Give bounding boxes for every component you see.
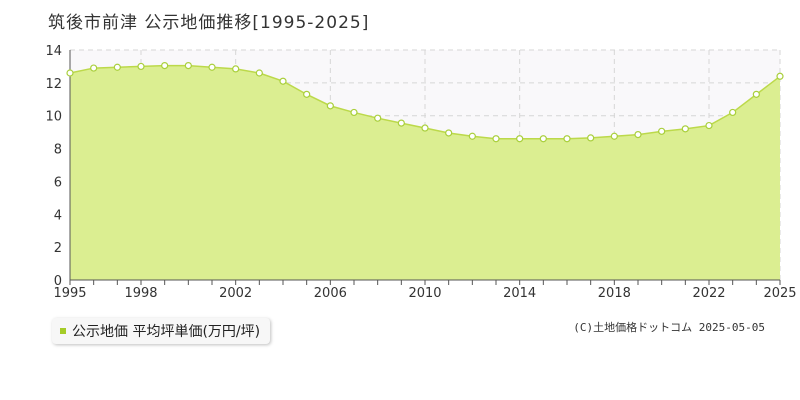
x-tick-label: 2010 xyxy=(408,286,441,301)
data-point xyxy=(587,134,595,142)
data-point xyxy=(66,69,74,77)
data-point xyxy=(468,132,476,140)
data-point xyxy=(326,102,334,110)
data-point xyxy=(279,77,287,85)
data-point xyxy=(184,62,192,70)
x-tick-label: 2018 xyxy=(598,286,631,301)
x-tick-label: 2014 xyxy=(503,286,536,301)
chart-title: 筑後市前津 公示地価推移[1995-2025] xyxy=(48,13,370,33)
data-point xyxy=(303,90,311,98)
y-tick-label: 8 xyxy=(54,143,62,158)
x-tick-label: 2006 xyxy=(314,286,347,301)
data-point xyxy=(705,121,713,130)
price-area xyxy=(70,65,780,280)
data-markers xyxy=(66,62,784,143)
data-point xyxy=(752,90,760,98)
x-tick-label: 2002 xyxy=(219,286,252,301)
data-point xyxy=(776,72,784,80)
data-point xyxy=(610,132,618,140)
data-point xyxy=(445,129,453,137)
y-tick-label: 2 xyxy=(54,241,62,256)
data-point xyxy=(658,127,666,135)
y-tick-label: 10 xyxy=(45,110,62,125)
copyright-credit: (C)土地価格ドットコム 2025-05-05 xyxy=(573,321,765,334)
x-tick-label: 2022 xyxy=(692,286,725,301)
data-point xyxy=(350,108,358,117)
x-tick-label: 1995 xyxy=(53,286,86,301)
data-point xyxy=(90,64,98,72)
data-point xyxy=(516,135,524,143)
data-point xyxy=(539,135,547,143)
data-point xyxy=(232,65,240,73)
x-tick-label: 2025 xyxy=(763,286,796,301)
data-point xyxy=(113,63,121,71)
data-point xyxy=(492,135,500,143)
data-point xyxy=(563,135,571,143)
data-point xyxy=(208,63,216,71)
legend: 公示地価 平均坪単価(万円/坪) xyxy=(52,318,271,344)
y-tick-labels: 0 2 4 6 8 10 12 14 xyxy=(45,44,62,289)
data-point xyxy=(681,125,689,133)
y-tick-label: 12 xyxy=(45,77,62,92)
x-tick-label: 1998 xyxy=(124,286,157,301)
y-tick-label: 14 xyxy=(45,44,62,59)
data-point xyxy=(397,119,405,127)
data-point xyxy=(161,62,169,70)
axes xyxy=(69,50,781,285)
data-point xyxy=(374,114,382,122)
data-point xyxy=(137,62,145,71)
y-tick-label: 4 xyxy=(54,208,62,223)
y-tick-label: 0 xyxy=(54,274,62,289)
y-tick-label: 6 xyxy=(54,175,62,190)
x-tick-labels: 1995 1998 2002 2006 2010 2014 2018 2022 2025 xyxy=(53,286,796,301)
legend-label: 公示地価 平均坪単価(万円/坪) xyxy=(72,324,261,340)
data-point xyxy=(255,69,263,77)
legend-swatch xyxy=(60,328,66,334)
data-point xyxy=(634,131,642,139)
data-point xyxy=(421,124,429,132)
data-point xyxy=(729,108,737,117)
